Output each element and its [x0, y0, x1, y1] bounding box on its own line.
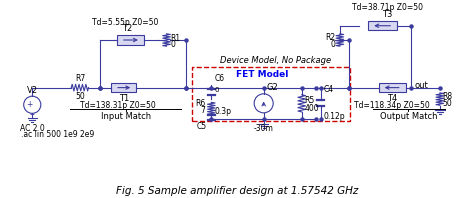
Text: Device Model, No Package: Device Model, No Package [220, 56, 332, 65]
Text: R2: R2 [325, 33, 335, 42]
Text: T4: T4 [387, 94, 397, 103]
Text: .ac lin 500 1e9 2e9: .ac lin 500 1e9 2e9 [21, 130, 94, 139]
Text: R6: R6 [195, 99, 206, 108]
Text: FET Model: FET Model [236, 70, 288, 79]
Text: Output Match: Output Match [380, 112, 437, 121]
Text: T1: T1 [118, 94, 129, 103]
Text: +: + [26, 100, 33, 109]
Text: Input Match: Input Match [100, 112, 151, 121]
Text: Td=5.55p Z0=50: Td=5.55p Z0=50 [92, 18, 159, 27]
Text: Fig. 5 Sample amplifier design at 1.57542 GHz: Fig. 5 Sample amplifier design at 1.5754… [116, 186, 358, 196]
Text: 0.3p: 0.3p [214, 107, 231, 116]
Bar [379, 83, 406, 92]
Text: -30m: -30m [254, 124, 273, 133]
Text: R8: R8 [443, 92, 453, 101]
Text: 0: 0 [330, 40, 335, 49]
Text: Td=38.71p Z0=50: Td=38.71p Z0=50 [352, 3, 423, 12]
Text: Td=138.31p Z0=50: Td=138.31p Z0=50 [80, 101, 156, 110]
Text: R1: R1 [170, 34, 181, 43]
Text: T2: T2 [122, 24, 133, 33]
Text: out: out [414, 81, 428, 90]
Text: C5: C5 [196, 122, 207, 131]
Text: T3: T3 [382, 10, 392, 19]
Text: 7: 7 [201, 106, 206, 115]
Text: 0: 0 [170, 40, 175, 49]
Text: Td=118.34p Z0=50: Td=118.34p Z0=50 [355, 101, 430, 110]
Text: –: – [30, 109, 35, 119]
Text: R5: R5 [305, 96, 315, 105]
Bar [368, 21, 397, 30]
Text: C4: C4 [324, 85, 334, 94]
Text: 0: 0 [214, 88, 219, 93]
Text: 50: 50 [443, 99, 452, 108]
Text: V2: V2 [27, 86, 38, 95]
Bar [192, 67, 350, 121]
Text: R7: R7 [75, 74, 85, 83]
Text: 400: 400 [305, 104, 319, 113]
Text: G2: G2 [266, 83, 278, 92]
Bar [111, 83, 136, 92]
Text: 0.12p: 0.12p [324, 112, 345, 121]
Text: 50: 50 [75, 92, 85, 101]
Bar [117, 35, 144, 45]
Text: C6: C6 [214, 74, 224, 83]
Text: AC 2 0: AC 2 0 [20, 124, 45, 133]
